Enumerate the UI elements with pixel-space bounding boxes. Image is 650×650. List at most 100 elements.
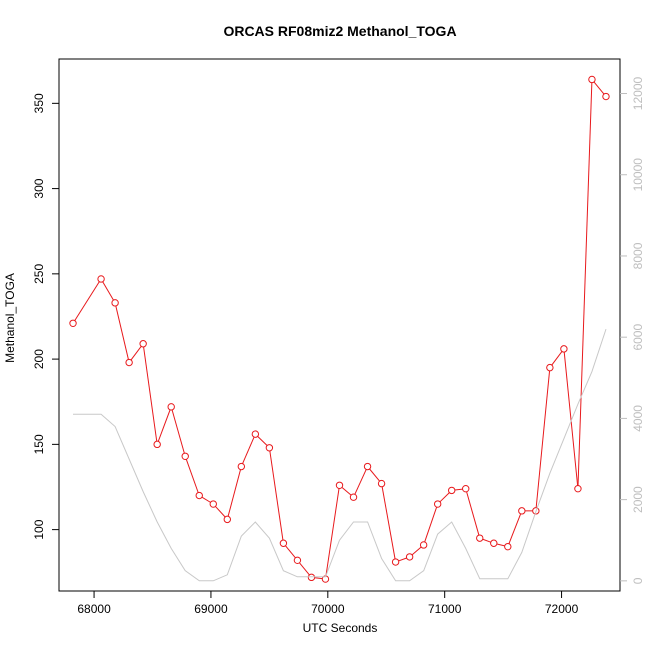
series-0-point: [377, 479, 386, 488]
series-0-segment: [185, 459, 199, 493]
series-0-point: [349, 493, 358, 501]
series-0-point: [153, 440, 161, 449]
series-0-segment: [482, 538, 491, 543]
series-0-segment: [563, 352, 579, 486]
chart-title: ORCAS RF08miz2 Methanol_TOGA: [223, 23, 456, 39]
x-tick-label: 68000: [77, 602, 111, 616]
y-tick-label: 100: [32, 519, 46, 539]
series-0-segment: [130, 346, 142, 361]
series-0-segment: [424, 506, 438, 543]
series-0-segment: [325, 488, 340, 576]
series-0-segment: [341, 486, 352, 496]
series-0-segment: [257, 436, 268, 446]
series-0-point: [419, 541, 428, 549]
y2-tick-label: 2000: [631, 486, 645, 513]
y2-tick-label: 4000: [631, 405, 645, 432]
series-0-segment: [454, 488, 463, 491]
y-axis-label: Methanol_TOGA: [3, 273, 17, 363]
series-0-point: [279, 539, 288, 547]
x-tick-label: 70000: [311, 602, 345, 616]
series-0-segment: [439, 492, 450, 503]
series-0-point: [518, 507, 526, 515]
x-tick-label: 71000: [428, 602, 462, 616]
series-0-point: [546, 363, 554, 372]
series-0-point: [433, 500, 442, 508]
y-tick-label: 250: [32, 264, 46, 284]
series-0-segment: [496, 543, 505, 547]
series-0-point: [293, 556, 302, 565]
series-0-segment: [201, 496, 211, 503]
series-0-point: [167, 403, 175, 411]
series-0-point: [391, 558, 400, 566]
series-0-point: [209, 500, 217, 508]
y2-tick-label: 12000: [631, 77, 645, 111]
series-0-point: [251, 430, 260, 438]
series-0-point: [588, 75, 596, 84]
series-0-point: [111, 299, 119, 307]
series-0-segment: [398, 557, 407, 562]
y2-tick-label: 0: [631, 577, 645, 584]
series-0-segment: [285, 545, 296, 559]
series-0-point: [265, 444, 274, 452]
plot-frame: [58, 58, 621, 592]
series-0-point: [335, 481, 344, 489]
y2-tick-label: 8000: [631, 242, 645, 269]
series-1-line: [73, 328, 607, 582]
series-0-point: [476, 534, 484, 542]
series-0-point: [125, 358, 133, 367]
axes-layer: 68000 69000 70000 71000 72000 100 150 200 250 300…: [32, 77, 645, 616]
series-0-point: [462, 484, 470, 493]
series-0-segment: [535, 370, 551, 508]
series-0-point: [139, 340, 147, 348]
series-0-point: [490, 539, 498, 547]
series-0-point: [602, 92, 610, 101]
y-tick-label: 350: [32, 93, 46, 113]
series-layer: [69, 75, 610, 583]
series-0-segment: [157, 409, 171, 442]
series-0-segment: [466, 491, 480, 536]
series-0-point: [405, 553, 414, 561]
series-0-segment: [577, 82, 593, 486]
series-0-segment: [143, 346, 158, 442]
series-0-segment: [227, 469, 241, 517]
series-0-point: [223, 515, 232, 524]
series-0-segment: [74, 281, 100, 321]
series-0-segment: [242, 436, 255, 464]
y-tick-label: 150: [32, 434, 46, 454]
y2-tick-label: 10000: [631, 158, 645, 192]
series-0-point: [69, 319, 77, 327]
series-0-segment: [551, 351, 563, 366]
series-0-point: [504, 542, 512, 551]
series-0-segment: [171, 409, 185, 454]
series-0-point: [237, 462, 246, 471]
x-axis-label: UTC Seconds: [303, 621, 378, 635]
series-0-segment: [299, 562, 310, 576]
y2-tick-label: 6000: [631, 324, 645, 351]
series-0-segment: [215, 506, 226, 518]
series-0-segment: [269, 450, 284, 541]
series-0-point: [560, 345, 568, 353]
series-0-point: [195, 491, 203, 500]
series-0-segment: [593, 81, 605, 95]
y-tick-label: 200: [32, 349, 46, 369]
series-0-segment: [314, 577, 323, 580]
series-0-segment: [381, 486, 396, 559]
series-0-segment: [508, 513, 522, 544]
series-0-segment: [354, 469, 367, 495]
series-0-point: [363, 462, 372, 471]
series-0-segment: [411, 546, 422, 556]
x-tick-label: 72000: [545, 602, 579, 616]
series-0-segment: [369, 468, 380, 482]
series-0-point: [307, 573, 316, 582]
y-tick-label: 300: [32, 178, 46, 198]
series-0-point: [448, 486, 456, 495]
series-0-point: [97, 275, 105, 283]
series-0-segment: [115, 305, 129, 360]
x-tick-label: 69000: [194, 602, 228, 616]
series-0-point: [574, 484, 582, 493]
series-0-point: [181, 452, 189, 460]
series-0-point: [532, 507, 540, 515]
